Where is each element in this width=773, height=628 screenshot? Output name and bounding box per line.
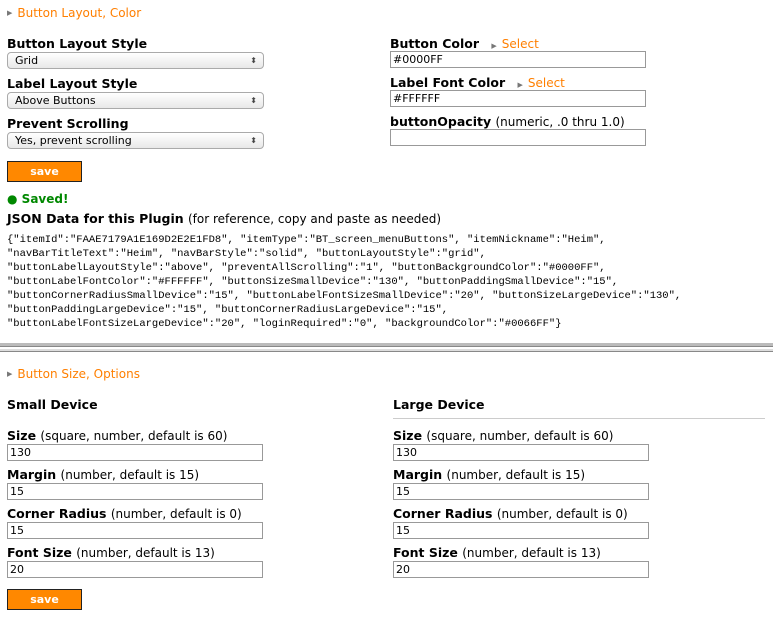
- json-line: {"itemId":"FAAE7179A1E169D2E2E1FD8", "it…: [7, 234, 606, 246]
- divider: [393, 418, 765, 419]
- large-field-label: Margin (number, default is 15): [393, 467, 586, 482]
- json-line: "buttonPaddingLargeDevice":"15", "button…: [7, 304, 449, 316]
- json-line: "buttonLabelFontSizeLargeDevice":"20", "…: [7, 318, 562, 330]
- small-device-heading: Small Device: [7, 397, 98, 412]
- updown-arrow-icon: ⬍: [250, 136, 257, 145]
- small-size-input[interactable]: 130: [7, 444, 263, 461]
- json-line: "buttonLabelFontColor":"#FFFFFF", "butto…: [7, 276, 619, 288]
- selected-value: Grid: [15, 54, 39, 67]
- small-field-label: Font Size (number, default is 13): [7, 545, 215, 560]
- large-device-heading: Large Device: [393, 397, 485, 412]
- save-button[interactable]: save: [7, 161, 82, 182]
- json-line: "buttonCornerRadiusSmallDevice":"15", "b…: [7, 290, 682, 302]
- small-field-label: Margin (number, default is 15): [7, 467, 200, 482]
- saved-status: ● Saved!: [7, 192, 69, 206]
- dot-icon: ●: [7, 192, 18, 206]
- divider: [0, 343, 773, 347]
- section-title: Button Layout, Color: [17, 6, 142, 20]
- section-title: Button Size, Options: [17, 367, 140, 381]
- large-margin-input[interactable]: 15: [393, 483, 649, 500]
- button-color-label: Button Color ▶ Select: [390, 36, 539, 51]
- label-font-color-label: Label Font Color ▶ Select: [390, 75, 565, 90]
- triangle-right-icon: ▶: [7, 370, 13, 378]
- large-field-label: Corner Radius (number, default is 0): [393, 506, 628, 521]
- small-field-label: Size (square, number, default is 60): [7, 428, 228, 443]
- json-heading: JSON Data for this Plugin (for reference…: [7, 211, 442, 226]
- prevent-scrolling-label: Prevent Scrolling: [7, 116, 129, 131]
- label-font-color-input[interactable]: #FFFFFF: [390, 90, 646, 107]
- small-margin-input[interactable]: 15: [7, 483, 263, 500]
- json-data-text: {"itemId":"FAAE7179A1E169D2E2E1FD8", "it…: [7, 233, 681, 331]
- large-font-size-input[interactable]: 20: [393, 561, 649, 578]
- large-corner-radius-input[interactable]: 15: [393, 522, 649, 539]
- triangle-right-icon: ▶: [7, 9, 13, 17]
- large-field-label: Font Size (number, default is 13): [393, 545, 601, 560]
- json-line: "navBarTitleText":"Heim", "navBarStyle":…: [7, 248, 486, 260]
- small-font-size-input[interactable]: 20: [7, 561, 263, 578]
- updown-arrow-icon: ⬍: [250, 96, 257, 105]
- button-layout-style-label: Button Layout Style: [7, 36, 148, 51]
- label-font-color-select-link[interactable]: Select: [527, 76, 565, 90]
- button-color-input[interactable]: #0000FF: [390, 51, 646, 68]
- section-toggle-size-options[interactable]: ▶ Button Size, Options: [7, 367, 140, 381]
- label-layout-style-select[interactable]: Above Buttons ⬍: [7, 92, 264, 109]
- json-line: "buttonLabelLayoutStyle":"above", "preve…: [7, 262, 606, 274]
- prevent-scrolling-select[interactable]: Yes, prevent scrolling ⬍: [7, 132, 264, 149]
- updown-arrow-icon: ⬍: [250, 56, 257, 65]
- button-layout-style-select[interactable]: Grid ⬍: [7, 52, 264, 69]
- selected-value: Yes, prevent scrolling: [15, 134, 132, 147]
- save-size-button[interactable]: save: [7, 589, 82, 610]
- label-layout-style-label: Label Layout Style: [7, 76, 138, 91]
- button-opacity-input[interactable]: [390, 129, 646, 146]
- button-color-select-link[interactable]: Select: [501, 37, 539, 51]
- section-toggle-layout-color[interactable]: ▶ Button Layout, Color: [7, 6, 141, 20]
- small-corner-radius-input[interactable]: 15: [7, 522, 263, 539]
- button-opacity-label: buttonOpacity (numeric, .0 thru 1.0): [390, 114, 625, 129]
- large-size-input[interactable]: 130: [393, 444, 649, 461]
- selected-value: Above Buttons: [15, 94, 96, 107]
- small-field-label: Corner Radius (number, default is 0): [7, 506, 242, 521]
- large-field-label: Size (square, number, default is 60): [393, 428, 614, 443]
- divider: [0, 349, 773, 352]
